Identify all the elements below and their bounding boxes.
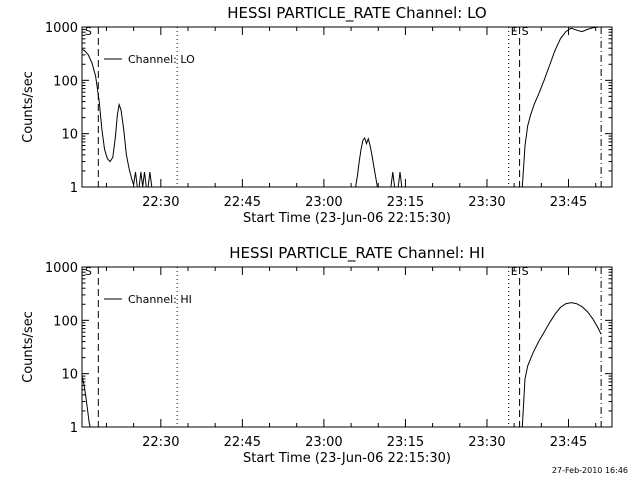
marker-label: S (522, 265, 529, 278)
x-tick-label: 23:45 (550, 435, 587, 450)
data-line (390, 172, 396, 188)
y-tick-label: 1000 (45, 261, 78, 276)
marker-label: S (85, 25, 92, 38)
x-tick-label: 22:30 (142, 195, 179, 210)
marker-label: E (511, 25, 518, 38)
x-axis-label: Start Time (23-Jun-06 22:15:30) (243, 211, 451, 226)
legend-label: Channel: HI (128, 293, 192, 306)
plot-frame (81, 26, 613, 188)
chart-title: HESSI PARTICLE_RATE Channel: LO (227, 4, 486, 23)
marker-label: S (85, 265, 92, 278)
data-line (355, 136, 378, 188)
y-axis-label: Counts/sec (21, 311, 36, 383)
y-tick-label: 100 (53, 314, 78, 329)
x-tick-label: 23:45 (550, 195, 587, 210)
legend-label: Channel: LO (128, 53, 195, 66)
x-tick-label: 23:00 (305, 195, 342, 210)
y-tick-label: 10 (61, 128, 78, 143)
data-line (81, 48, 154, 188)
x-tick-label: 22:30 (142, 435, 179, 450)
x-tick-label: 22:45 (224, 195, 261, 210)
data-line (397, 172, 403, 188)
y-tick-label: 10 (61, 368, 78, 383)
x-tick-label: 23:30 (468, 435, 505, 450)
plot-frame (81, 266, 613, 428)
chart-panel-lo: HESSI PARTICLE_RATE Channel: LO Start Tim… (21, 4, 613, 226)
x-axis-label: Start Time (23-Jun-06 22:15:30) (243, 451, 451, 466)
data-line (521, 302, 602, 428)
marker-label: E (511, 265, 518, 278)
x-tick-label: 23:00 (305, 435, 342, 450)
x-tick-label: 22:45 (224, 435, 261, 450)
y-tick-label: 100 (53, 74, 78, 89)
y-tick-label: 1 (70, 181, 78, 196)
x-tick-label: 23:15 (387, 435, 424, 450)
chart-title: HESSI PARTICLE_RATE Channel: HI (229, 244, 485, 263)
data-line (81, 375, 91, 428)
footer-timestamp: 27-Feb-2010 16:46 (551, 466, 628, 475)
y-tick-label: 1 (70, 421, 78, 436)
x-tick-label: 23:15 (387, 195, 424, 210)
y-tick-label: 1000 (45, 21, 78, 36)
y-axis-label: Counts/sec (21, 71, 36, 143)
marker-label: S (522, 25, 529, 38)
chart-panel-hi: HESSI PARTICLE_RATE Channel: HI Start Tim… (21, 244, 613, 466)
x-tick-label: 23:30 (468, 195, 505, 210)
data-line (521, 26, 612, 188)
